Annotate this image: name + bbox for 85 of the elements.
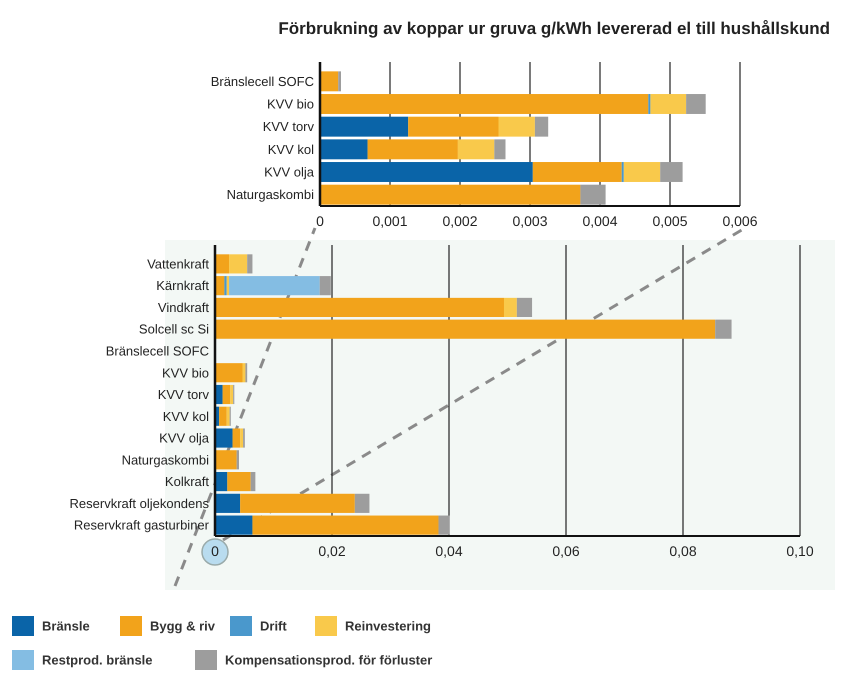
x-tick-label: 0,006 [722, 213, 758, 229]
bar [226, 406, 230, 426]
bar [252, 516, 438, 535]
y-tick-label: KVV bio [162, 365, 209, 380]
y-tick-label: KVV kol [162, 408, 210, 424]
bar [624, 162, 660, 182]
x-tick-label: 0,06 [552, 543, 580, 559]
bar [215, 320, 716, 339]
x-tick-label: 0,002 [442, 213, 478, 229]
legend-label: Drift [260, 618, 288, 634]
bar [215, 428, 233, 448]
legend-label: Restprod. bränsle [42, 652, 153, 668]
bar [650, 94, 686, 114]
legend-label: Kompensationsprod. för förluster [225, 652, 432, 668]
y-tick-label: KVV kol [268, 142, 314, 157]
y-tick-label: Bränslecell SOFC [106, 344, 209, 359]
bar [320, 139, 368, 160]
x-tick-label: 0,02 [318, 543, 346, 559]
bar [219, 406, 227, 426]
y-tick-label: Reservkraft oljekondens [70, 496, 210, 511]
y-tick-label: KVV olja [159, 430, 210, 446]
bar [354, 494, 370, 513]
bar [320, 162, 533, 182]
bar [227, 472, 251, 492]
bar [250, 472, 256, 492]
x-tick-label: 0 [211, 543, 220, 559]
bar [215, 363, 242, 382]
bar [338, 71, 341, 92]
bar [320, 276, 331, 296]
y-tick-label: Solcell sc Si [138, 322, 210, 337]
y-tick-label: Naturgaskombi [226, 187, 314, 202]
legend-label: Bygg & riv [150, 618, 216, 634]
x-tick-label: 0,001 [372, 213, 408, 229]
y-tick-label: KVV torv [262, 119, 314, 134]
bar [240, 428, 244, 448]
bar [580, 184, 606, 205]
bar [494, 139, 506, 160]
bar [504, 298, 517, 317]
x-tick-label: 0,004 [582, 213, 618, 229]
bar [320, 116, 408, 137]
bar [408, 116, 498, 137]
x-tick-label: 0,005 [652, 213, 688, 229]
bar [247, 254, 252, 274]
y-tick-label: KVV olja [264, 164, 315, 180]
bar [660, 162, 683, 182]
bar [368, 139, 458, 160]
bar [516, 298, 532, 317]
x-tick-label: 0,10 [786, 543, 814, 559]
bar [320, 94, 648, 114]
legend-label: Bränsle [42, 618, 90, 634]
bar [242, 363, 246, 382]
bar [686, 94, 706, 114]
y-tick-label: Naturgaskombi [122, 452, 210, 468]
bar [215, 298, 504, 317]
x-tick-label: 0,003 [512, 213, 548, 229]
y-tick-label: KVV torv [158, 387, 210, 402]
y-tick-label: KVV bio [267, 96, 314, 112]
x-tick-label: 0,04 [435, 543, 463, 559]
y-tick-label: Kolkraft [164, 474, 210, 490]
bar [215, 516, 252, 535]
bar [229, 276, 320, 296]
bar [226, 276, 230, 296]
y-tick-label: Vattenkraft [147, 256, 210, 272]
bar [229, 254, 248, 274]
y-tick-label: Reservkraft gasturbiner [74, 518, 210, 533]
y-tick-label: Vindkraft [158, 300, 210, 315]
bar [215, 450, 237, 470]
bar [222, 384, 230, 404]
bar [320, 184, 580, 205]
bar [534, 116, 548, 137]
bar [438, 516, 450, 535]
y-tick-label: Bränslecell SOFC [210, 74, 314, 89]
y-tick-label: Kärnkraft [156, 278, 210, 294]
bar [458, 139, 494, 160]
bar [215, 494, 240, 513]
x-tick-label: 0 [316, 213, 324, 229]
bar [240, 494, 355, 513]
bar [230, 384, 234, 404]
chart-title: Förbrukning av koppar ur gruva g/kWh levererad el till hushållskund [278, 19, 830, 38]
legend-label: Reinvestering [345, 618, 432, 634]
bar [532, 162, 622, 182]
bar [320, 71, 338, 92]
x-tick-label: 0,08 [669, 543, 697, 559]
bar [498, 116, 535, 137]
bar [715, 320, 732, 339]
